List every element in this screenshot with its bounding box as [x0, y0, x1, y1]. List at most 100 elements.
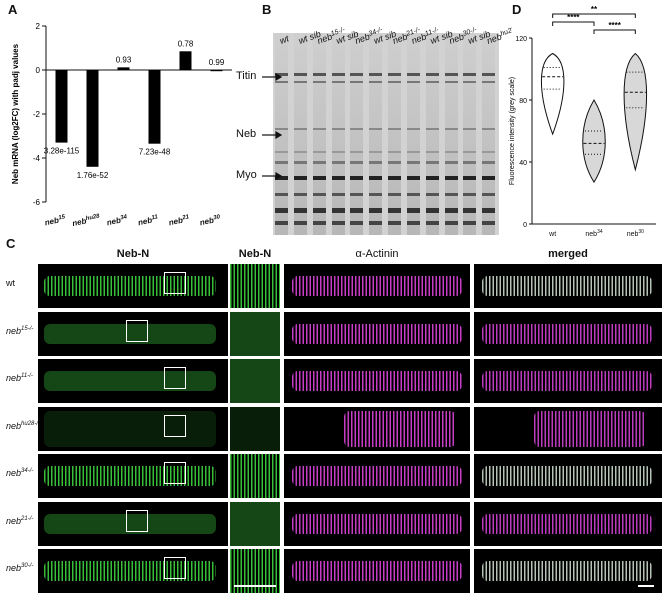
col-header-merged: merged — [548, 248, 588, 260]
gel-band — [388, 221, 401, 225]
merged-image — [474, 501, 662, 546]
cardiomyocyte — [44, 466, 216, 486]
zoom-region-box — [126, 509, 148, 532]
x-tick-label: neb15 — [44, 214, 67, 227]
gel-band — [425, 161, 439, 164]
merged-image — [474, 264, 662, 308]
violin-shape — [582, 99, 606, 184]
gel-band — [369, 81, 383, 83]
gel-band — [275, 81, 288, 83]
gel-band — [406, 208, 420, 213]
col-header-alpha-actinin: α-Actinin — [355, 248, 399, 260]
panel-a-bar-chart: -6 -4 -2 0 2 Neb mRNA (log2FC) with padj valu… — [11, 22, 232, 228]
cardiomyocyte — [292, 371, 462, 391]
zoom-region-box — [164, 462, 186, 484]
cardiomyocyte — [44, 371, 216, 391]
cardiomyocyte — [230, 454, 280, 498]
y-tick-label: 120 — [515, 36, 527, 43]
neb-n-image — [38, 359, 228, 403]
panel-label-c: C — [6, 236, 16, 251]
gel-band — [463, 151, 477, 153]
gel-band — [312, 193, 326, 196]
cardiomyocyte — [292, 513, 462, 534]
merged-image — [474, 454, 662, 498]
cardiomyocyte — [44, 276, 216, 296]
gel-band — [369, 208, 383, 213]
gel-band — [425, 176, 439, 180]
lane-label: neb11-/- — [410, 26, 441, 46]
gel-band — [312, 73, 326, 76]
gel-lane — [425, 33, 439, 235]
cardiomyocyte — [292, 276, 462, 296]
x-tick-label: wt — [548, 231, 556, 238]
cardiomyocyte — [344, 410, 456, 447]
cardiomyocyte — [230, 501, 280, 546]
gel-band — [275, 208, 288, 213]
y-tick-label: -2 — [33, 110, 41, 119]
gel-band — [275, 161, 288, 164]
cardiomyocyte — [482, 513, 652, 534]
gel-band — [275, 221, 288, 225]
neb-n-zoom-image — [230, 359, 280, 403]
row-label: neb11-/- — [6, 373, 33, 383]
gel-band — [425, 151, 439, 153]
gel-band — [312, 208, 326, 213]
significance-label: **** — [567, 13, 580, 22]
gel-band — [463, 221, 477, 225]
merged-image — [474, 359, 662, 403]
neb-n-image — [38, 311, 228, 356]
actinin-image — [284, 359, 470, 403]
x-tick-label: neb30 — [199, 214, 222, 227]
significance-bracket — [552, 21, 595, 26]
marker-label-myo: Myo — [236, 169, 257, 181]
gel-band — [482, 73, 496, 76]
marker-label-titin: Titin — [236, 70, 257, 82]
neb-n-zoom-image — [230, 264, 280, 308]
gel-band — [482, 151, 496, 153]
y-tick-label: -4 — [33, 154, 41, 163]
cardiomyocyte — [230, 264, 280, 308]
bar — [210, 70, 223, 72]
gel-band — [406, 161, 420, 164]
gel-band — [482, 208, 496, 213]
bar-annotation: 0.93 — [116, 55, 132, 64]
bar-annotation: 7.23e-48 — [139, 148, 171, 157]
gel-band — [406, 81, 420, 83]
gel-band — [350, 221, 364, 225]
merged-image — [474, 549, 662, 593]
gel-band — [350, 81, 364, 83]
gel-band — [444, 221, 458, 225]
gel-band — [331, 128, 345, 130]
gel-band — [293, 176, 307, 180]
cardiomyocyte — [482, 323, 652, 344]
gel-lane — [406, 33, 420, 235]
gel-band — [388, 176, 401, 180]
neb-n-image — [38, 264, 228, 308]
bar — [117, 67, 130, 70]
actinin-image — [284, 549, 470, 593]
gel-band — [275, 151, 288, 153]
gel-band — [482, 176, 496, 180]
gel-band — [312, 176, 326, 180]
lane-label: neb34-/- — [354, 26, 386, 46]
cardiomyocyte — [292, 466, 462, 486]
scale-bar — [638, 585, 654, 587]
neb-n-zoom-image — [230, 406, 280, 451]
gel-band — [463, 73, 477, 76]
gel-band — [331, 208, 345, 213]
violin-shape — [623, 52, 648, 172]
x-tick-label: nebhu28 — [71, 213, 101, 228]
gel-band — [463, 81, 477, 83]
neb-n-zoom-image — [230, 549, 280, 593]
cardiomyocyte — [482, 371, 652, 391]
gel-band — [350, 193, 364, 196]
gel-lane — [369, 33, 383, 235]
bar-annotation: 1.76e-52 — [77, 171, 109, 180]
gel-band — [463, 193, 477, 196]
bar — [148, 70, 161, 144]
y-tick-label: -6 — [33, 198, 41, 207]
gel-band — [293, 73, 307, 76]
row-label: nebhu28-/- — [6, 420, 41, 431]
gel-band — [275, 128, 288, 130]
